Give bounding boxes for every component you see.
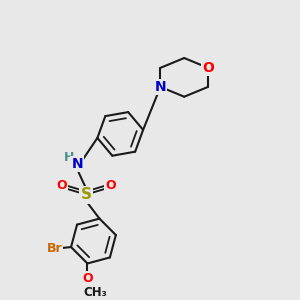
Text: N: N (154, 80, 166, 94)
Text: O: O (82, 272, 93, 285)
Text: O: O (202, 61, 214, 75)
Text: CH₃: CH₃ (83, 286, 107, 299)
Text: H: H (64, 151, 74, 164)
Text: S: S (80, 188, 92, 202)
Text: S: S (80, 188, 92, 202)
Text: O: O (56, 178, 67, 192)
Text: O: O (105, 178, 116, 192)
Text: N: N (154, 80, 166, 94)
Text: Br: Br (47, 242, 62, 255)
Text: N: N (71, 157, 83, 171)
